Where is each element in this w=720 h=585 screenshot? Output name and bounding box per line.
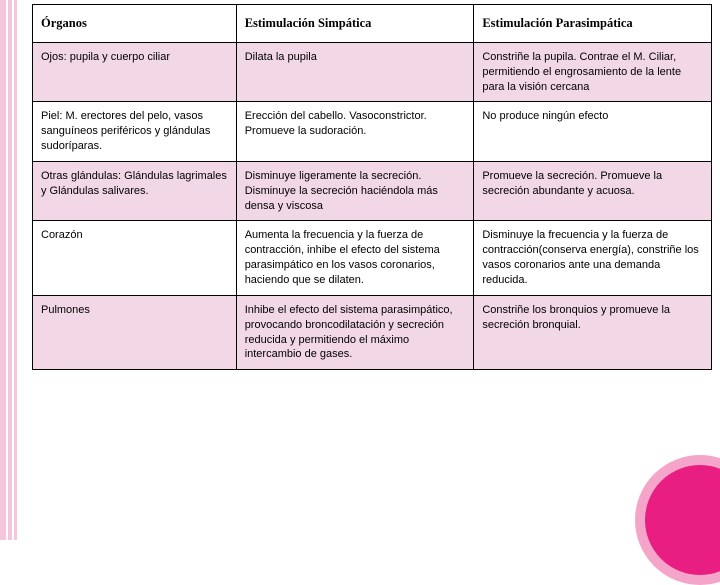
cell-organ: Ojos: pupila y cuerpo ciliar	[33, 42, 237, 102]
left-decorative-stripes	[0, 0, 28, 540]
cell-parasympathetic: No produce ningún efecto	[474, 102, 712, 162]
decorative-circle	[635, 455, 720, 585]
cell-organ: Piel: M. erectores del pelo, vasos sangu…	[33, 102, 237, 162]
cell-organ: Pulmones	[33, 295, 237, 369]
header-organos: Órganos	[33, 5, 237, 43]
table-row: Corazón Aumenta la frecuencia y la fuerz…	[33, 221, 712, 295]
cell-sympathetic: Erección del cabello. Vasoconstrictor. P…	[236, 102, 474, 162]
cell-parasympathetic: Disminuye la frecuencia y la fuerza de c…	[474, 221, 712, 295]
stripe	[14, 0, 17, 540]
table-container: Órganos Estimulación Simpática Estimulac…	[32, 4, 712, 370]
table-row: Pulmones Inhibe el efecto del sistema pa…	[33, 295, 712, 369]
cell-sympathetic: Dilata la pupila	[236, 42, 474, 102]
table-row: Piel: M. erectores del pelo, vasos sangu…	[33, 102, 712, 162]
cell-sympathetic: Inhibe el efecto del sistema parasimpáti…	[236, 295, 474, 369]
anatomy-table: Órganos Estimulación Simpática Estimulac…	[32, 4, 712, 370]
table-header-row: Órganos Estimulación Simpática Estimulac…	[33, 5, 712, 43]
header-parasimpatica: Estimulación Parasimpática	[474, 5, 712, 43]
cell-parasympathetic: Constriñe la pupila. Contrae el M. Cilia…	[474, 42, 712, 102]
table-row: Otras glándulas: Glándulas lagrimales y …	[33, 161, 712, 221]
cell-parasympathetic: Constriñe los bronquios y promueve la se…	[474, 295, 712, 369]
cell-sympathetic: Disminuye ligeramente la secreción. Dism…	[236, 161, 474, 221]
cell-sympathetic: Aumenta la frecuencia y la fuerza de con…	[236, 221, 474, 295]
header-simpatica: Estimulación Simpática	[236, 5, 474, 43]
cell-organ: Corazón	[33, 221, 237, 295]
cell-parasympathetic: Promueve la secreción. Promueve la secre…	[474, 161, 712, 221]
table-row: Ojos: pupila y cuerpo ciliar Dilata la p…	[33, 42, 712, 102]
cell-organ: Otras glándulas: Glándulas lagrimales y …	[33, 161, 237, 221]
